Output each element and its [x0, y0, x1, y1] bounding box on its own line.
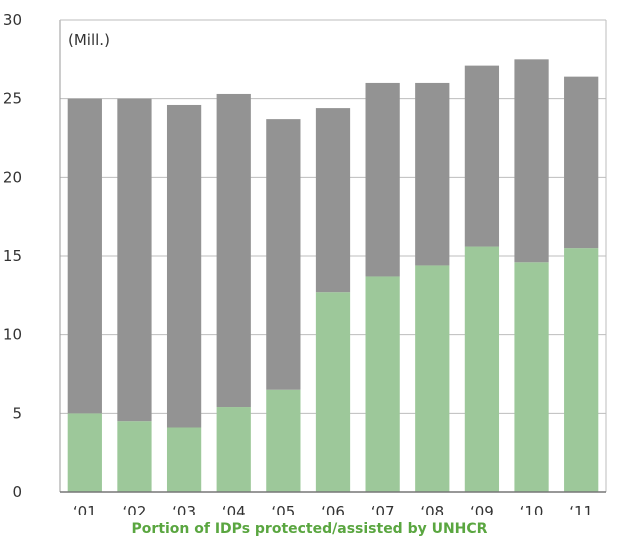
bar-segment-unhcr [166, 427, 202, 492]
bar-segment-unhcr [415, 265, 450, 492]
bar-segment-unhcr [216, 407, 251, 492]
y-tick-label: 30 [3, 11, 22, 29]
bar-segment-total-remainder [564, 76, 599, 249]
legend-caption: Portion of IDPs protected/assisted by UN… [131, 521, 488, 537]
bar-segment-unhcr [365, 276, 400, 492]
x-tick-label: ‘03 [172, 503, 196, 515]
bar-segment-unhcr [315, 292, 351, 492]
y-unit-label: (Mill.) [68, 31, 110, 49]
y-tick-label: 5 [12, 404, 22, 422]
y-tick-label: 0 [12, 483, 22, 501]
bar-segment-total-remainder [514, 59, 549, 263]
bar-segment-total-remainder [216, 93, 251, 408]
bar-segment-unhcr [117, 421, 152, 492]
y-tick-label: 25 [3, 90, 22, 108]
bar-segment-unhcr [514, 262, 549, 492]
bar-segment-total-remainder [415, 82, 450, 266]
bar-segment-unhcr [67, 413, 102, 492]
x-tick-label: ‘11 [569, 503, 593, 515]
x-tick-label: ‘10 [520, 503, 544, 515]
x-tick-label: ‘01 [73, 503, 97, 515]
y-tick-label: 10 [3, 326, 22, 344]
bars [67, 59, 599, 492]
bar-segment-total-remainder [365, 82, 400, 277]
bar-segment-unhcr [266, 389, 301, 492]
x-tick-label: ‘06 [321, 503, 345, 515]
x-tick-label: ‘04 [222, 503, 246, 515]
bar-segment-total-remainder [266, 119, 301, 390]
y-tick-label: 15 [3, 247, 22, 265]
bar-segment-unhcr [564, 248, 599, 492]
y-tick-label: 20 [3, 168, 22, 186]
x-tick-label: ‘02 [123, 503, 147, 515]
x-tick-label: ‘09 [470, 503, 494, 515]
axes: 0 5 10 15 20 25 30 ‘01 ‘02 ‘03 ‘04 ‘05 ‘06 ‘07 ‘08 ‘09 ‘… [3, 11, 607, 515]
x-tick-label: ‘05 [271, 503, 295, 515]
bar-segment-total-remainder [117, 98, 152, 422]
stacked-bar-chart: 0 5 10 15 20 25 30 ‘01 ‘02 ‘03 ‘04 ‘05 ‘06 ‘07 ‘08 ‘09 ‘… [3, 11, 607, 515]
bar-segment-total-remainder [315, 108, 351, 293]
bar-segment-total-remainder [166, 104, 202, 428]
bar-segment-total-remainder [67, 98, 102, 414]
bar-segment-total-remainder [464, 65, 500, 247]
bar-segment-unhcr [464, 246, 500, 492]
x-tick-label: ‘07 [371, 503, 395, 515]
x-tick-label: ‘08 [420, 503, 444, 515]
